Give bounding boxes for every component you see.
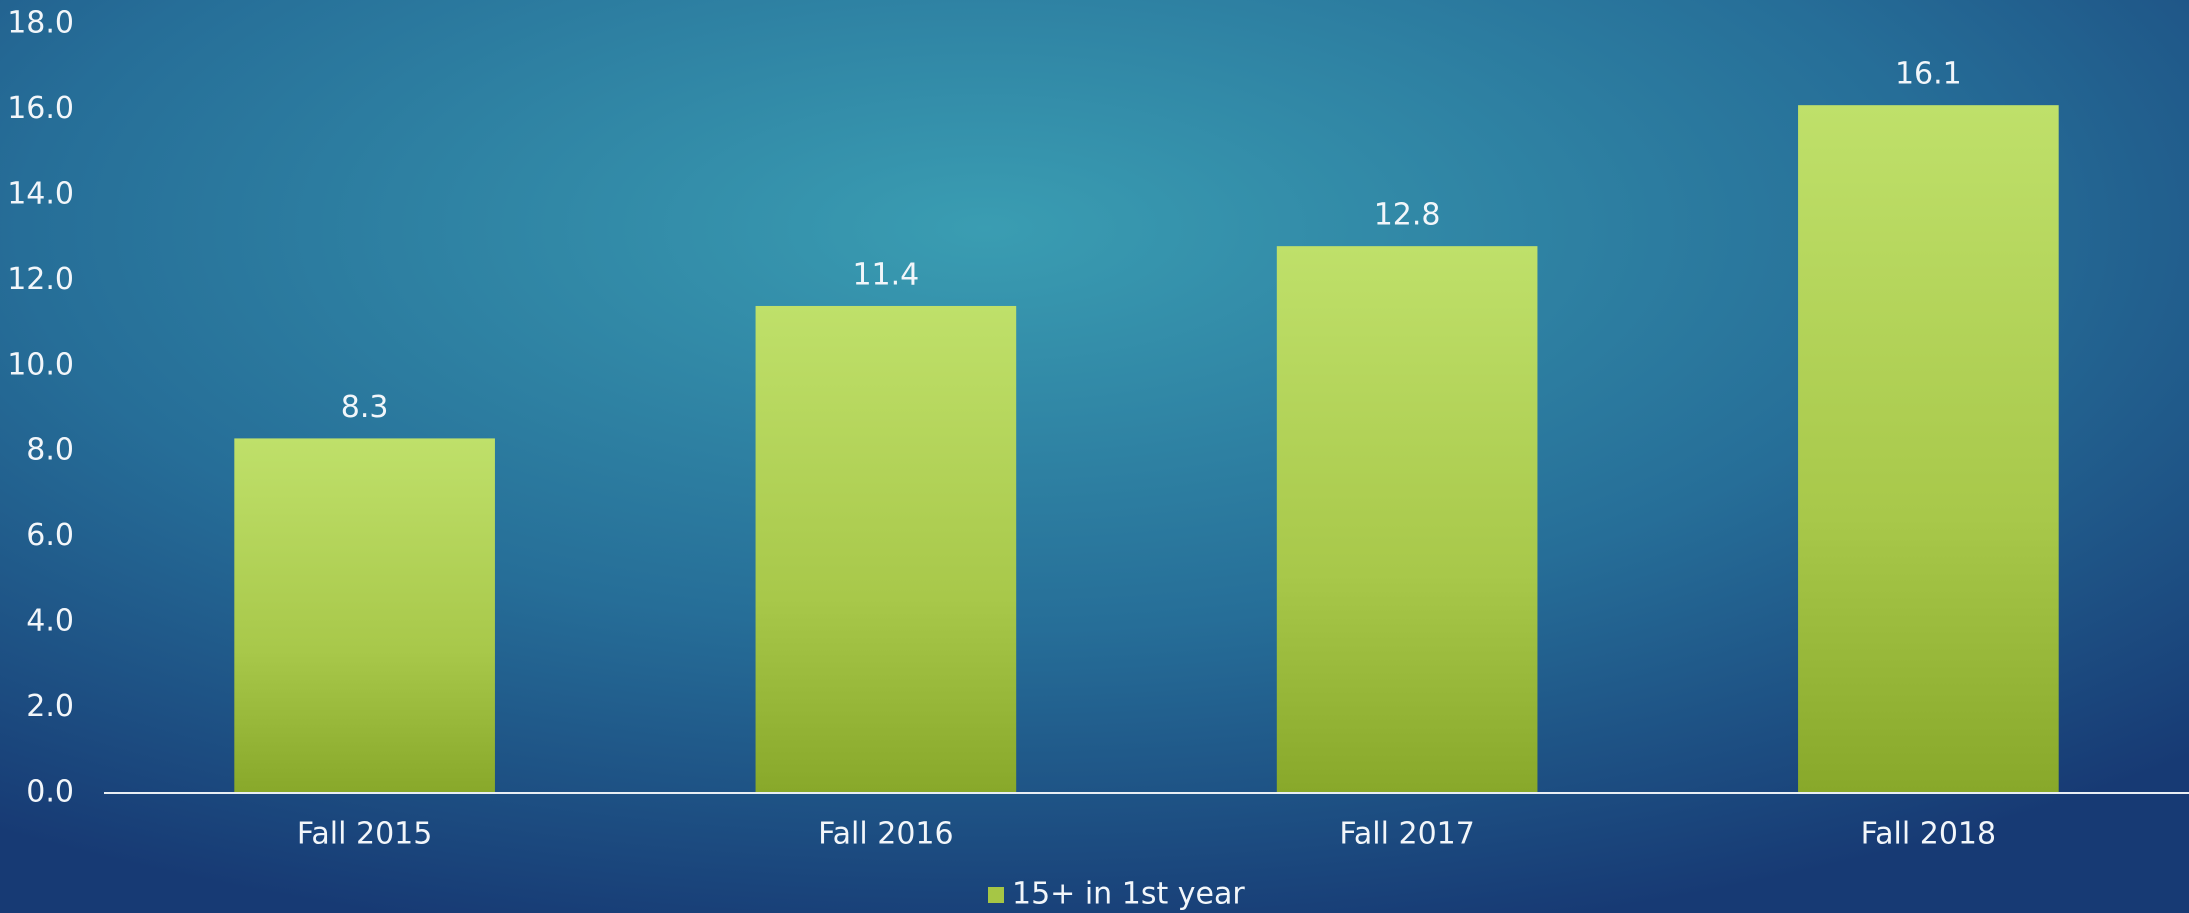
y-tick-label: 16.0: [7, 91, 74, 126]
y-tick-label: 14.0: [7, 176, 74, 211]
bar: [755, 305, 1017, 793]
bar: [234, 438, 495, 793]
data-label: 12.8: [1374, 198, 1441, 233]
x-tick-label: Fall 2017: [1339, 817, 1474, 852]
bar: [1798, 105, 2059, 793]
y-tick-label: 0.0: [26, 775, 74, 810]
data-label: 16.1: [1895, 57, 1962, 92]
y-tick-label: 4.0: [26, 604, 74, 639]
y-tick-label: 12.0: [7, 262, 74, 297]
y-tick-label: 2.0: [26, 689, 74, 724]
data-label: 8.3: [341, 390, 389, 425]
legend-label: 15+ in 1st year: [1012, 877, 1245, 912]
y-tick-label: 18.0: [7, 6, 74, 41]
x-tick-label: Fall 2018: [1861, 817, 1996, 852]
bar: [1276, 246, 1538, 794]
x-tick-label: Fall 2016: [818, 817, 953, 852]
data-label: 11.4: [852, 257, 919, 292]
x-tick-label: Fall 2015: [297, 817, 432, 852]
y-tick-label: 8.0: [26, 433, 74, 468]
y-tick-label: 6.0: [26, 518, 74, 553]
y-tick-label: 10.0: [7, 347, 74, 382]
legend-swatch: [988, 887, 1004, 903]
